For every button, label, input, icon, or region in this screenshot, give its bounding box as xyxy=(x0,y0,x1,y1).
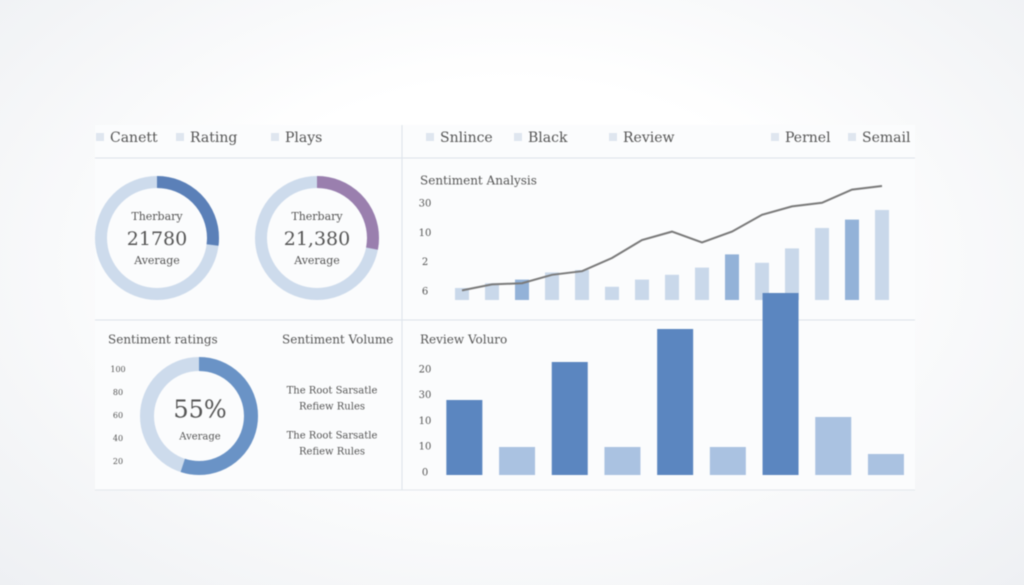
scale-label: 60 xyxy=(113,411,123,420)
axis-label: 30 xyxy=(419,199,432,210)
tab[interactable]: Pernel xyxy=(785,130,831,146)
axis-label: 6 xyxy=(422,286,428,297)
axis-label: 2 xyxy=(422,257,428,268)
bar xyxy=(785,248,799,300)
bar xyxy=(815,228,829,300)
bar xyxy=(545,272,559,300)
donut-arc xyxy=(140,357,258,475)
donut-heading: Therbary xyxy=(291,210,343,223)
bar xyxy=(725,254,739,300)
tab[interactable]: Plays xyxy=(285,130,322,146)
axis-label: 20 xyxy=(419,365,432,376)
tab-marker xyxy=(771,133,779,141)
volume-item: Refiew Rules xyxy=(299,447,365,458)
axis-label: 10 xyxy=(419,228,432,239)
tab-marker xyxy=(609,133,617,141)
bar xyxy=(815,417,852,475)
bar xyxy=(499,447,536,475)
scale-label: 80 xyxy=(113,388,123,397)
donut-heading: Therbary xyxy=(131,210,183,223)
panel-title: Review Voluro xyxy=(420,333,507,347)
volume-item: The Root Sarsatle xyxy=(287,431,378,442)
trend-line xyxy=(461,185,883,292)
bar xyxy=(455,288,469,300)
rating-value: 55% xyxy=(173,396,226,424)
donut-arc xyxy=(95,176,219,300)
bar xyxy=(875,210,889,300)
bar xyxy=(605,286,619,300)
bar xyxy=(709,447,746,475)
axis-label: 0 xyxy=(422,467,428,478)
donut-caption: Average xyxy=(293,254,340,267)
bar xyxy=(551,362,588,475)
tab-marker xyxy=(426,133,434,141)
scale-label: 20 xyxy=(113,457,123,466)
bar xyxy=(762,293,799,475)
bar xyxy=(755,262,769,300)
bar xyxy=(867,454,904,475)
tab-marker xyxy=(271,133,279,141)
donut-arc xyxy=(255,176,379,300)
volume-item: Refiew Rules xyxy=(299,402,365,413)
volume-item: The Root Sarsatle xyxy=(287,386,378,397)
donut-value: 21780 xyxy=(127,228,187,250)
bar xyxy=(845,219,859,300)
bar xyxy=(665,274,679,300)
panel-title: Sentiment ratings xyxy=(108,333,218,347)
donut-value: 21,380 xyxy=(284,228,350,250)
axis-label: 10 xyxy=(419,416,432,427)
panel-title: Sentiment Volume xyxy=(282,333,393,347)
axis-label: 30 xyxy=(419,390,432,401)
tab-marker xyxy=(96,133,104,141)
tab[interactable]: Review xyxy=(623,130,674,146)
bar xyxy=(695,267,709,300)
axis-label: 10 xyxy=(419,442,432,453)
donut-caption: Average xyxy=(133,254,180,267)
tab[interactable]: Canett xyxy=(110,130,158,146)
tab[interactable]: Semail xyxy=(862,130,911,146)
tab[interactable]: Snlince xyxy=(440,130,493,146)
bar xyxy=(604,447,641,475)
tab[interactable]: Black xyxy=(528,130,568,146)
tab-marker xyxy=(514,133,522,141)
tab-marker xyxy=(176,133,184,141)
bar xyxy=(485,283,499,300)
bar xyxy=(657,329,694,475)
bar xyxy=(515,279,529,300)
rating-caption: Average xyxy=(178,432,221,443)
bar xyxy=(635,279,649,300)
bar xyxy=(575,270,589,300)
bar xyxy=(446,400,483,475)
tab-marker xyxy=(848,133,856,141)
scale-label: 100 xyxy=(110,365,125,374)
tab[interactable]: Rating xyxy=(190,130,237,146)
scale-label: 40 xyxy=(113,434,123,443)
panel-title: Sentiment Analysis xyxy=(420,174,537,188)
